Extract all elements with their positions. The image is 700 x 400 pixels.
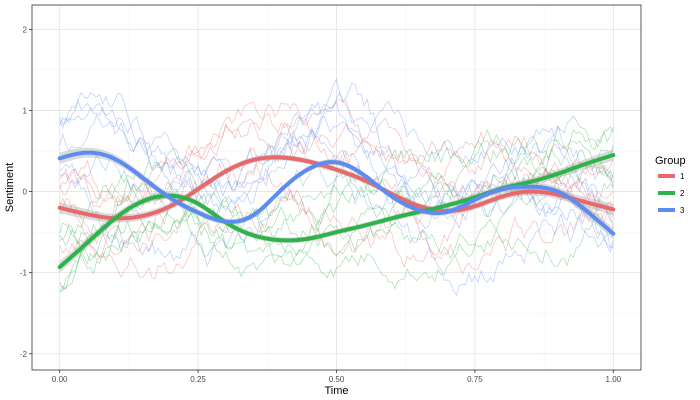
y-tick-label: 2 (23, 25, 28, 34)
raw-trajectory-line (59, 128, 614, 241)
raw-trajectory-line (59, 160, 614, 296)
raw-trajectory-line (59, 91, 614, 190)
legend: Group 1 2 3 (655, 155, 686, 215)
smooth-lines (57, 150, 616, 269)
raw-trajectory-line (59, 189, 614, 279)
legend-label-group-3: 3 (680, 206, 685, 215)
raw-trajectory-line (59, 101, 614, 249)
x-tick-label: 0.25 (190, 375, 206, 384)
smooth-line-group-1 (57, 155, 616, 221)
x-axis-ticks: 0.00 0.25 0.50 0.75 1.00 (52, 370, 622, 384)
raw-trajectory-line (59, 182, 614, 290)
confidence-ribbon (59, 147, 614, 240)
raw-trajectory-line (59, 149, 614, 292)
raw-trajectory-line (59, 160, 614, 292)
y-axis-ticks: -2 -1 0 1 2 (20, 25, 32, 359)
x-tick-label: 0.50 (329, 375, 345, 384)
x-tick-label: 0.00 (52, 375, 68, 384)
legend-label-group-1: 1 (680, 172, 685, 181)
legend-title: Group (655, 155, 686, 167)
smooth-line-group-2 (57, 153, 616, 269)
x-axis-title: Time (324, 385, 348, 397)
legend-label-group-2: 2 (680, 189, 685, 198)
raw-trajectory-line (59, 98, 614, 208)
y-tick-label: -1 (20, 269, 28, 278)
x-tick-label: 1.00 (606, 375, 622, 384)
smooth-line-group-3 (57, 150, 616, 236)
y-tick-label: 1 (23, 106, 28, 115)
legend-items: 1 2 3 (658, 172, 685, 215)
y-tick-label: 0 (23, 188, 28, 197)
y-tick-label: -2 (20, 350, 28, 359)
raw-trajectory-line (59, 140, 614, 256)
x-tick-label: 0.75 (467, 375, 483, 384)
y-axis-title: Sentiment (4, 163, 16, 213)
